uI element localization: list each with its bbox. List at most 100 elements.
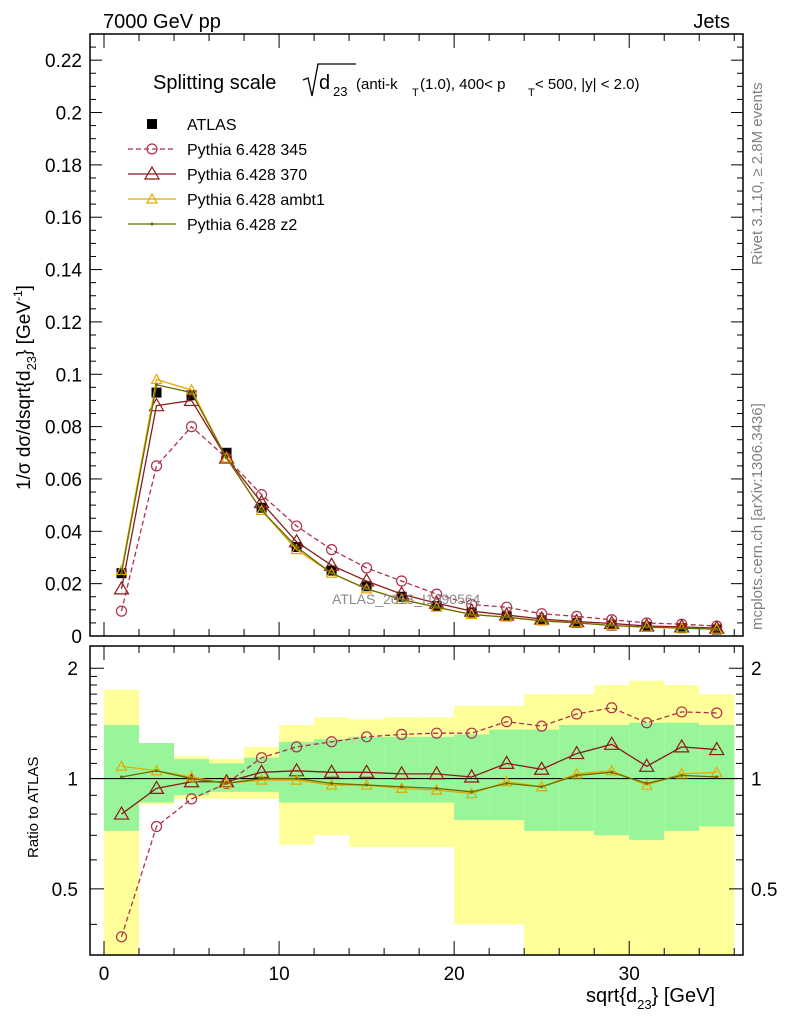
ratio-point-ambt1 [500,775,513,787]
svg-text:T: T [412,87,419,99]
ratio-ylabel: Ratio to ATLAS [25,757,42,858]
main-point-p345 [290,520,303,532]
main-y-tick-label: 0.14 [45,261,82,282]
ratio-line-z2 [121,770,717,793]
ratio-band-inner [489,729,525,821]
ratio-point-ambt1 [395,782,408,794]
main-point-p370 [603,615,620,630]
ratio-point-p370 [218,773,235,788]
ratio-point-p370 [463,768,480,783]
ylabel-end: } [GeV [14,301,35,356]
main-point-p345 [431,588,443,600]
ratio-point-ambt1 [605,764,618,776]
main-y-tick-label: 0.16 [45,208,82,229]
mcplots-label: mcplots.cern.ch [arXiv:1306.3436] [749,403,766,630]
xlabel-sub: 23 [637,997,651,1012]
ratio-band-inner [384,736,420,803]
main-point-p370 [323,557,340,571]
main-point-p370 [113,580,130,595]
main-y-tick-label: 0 [71,627,82,648]
ratio-band-inner [419,736,455,803]
energy-label: 7000 GeV pp [103,11,221,33]
svg-text:d: d [319,72,330,94]
ratio-point-ambt1 [465,787,478,799]
ratio-point-ambt1 [115,760,128,771]
ratio-point-ambt1 [325,778,338,790]
ratio-point-p370 [393,765,410,780]
main-point-z2 [365,587,369,591]
ratio-point-p345 [115,931,128,943]
main-point-ambt1 [325,566,338,578]
ratio-point-z2 [645,781,649,785]
ratio-point-p370 [358,764,375,778]
process-label: Jets [693,11,730,33]
ratio-point-z2 [365,783,369,787]
main-point-z2 [680,626,684,630]
ratio-point-p370 [673,738,690,753]
ratio-point-p370 [113,805,130,820]
ratio-point-p370 [603,736,620,750]
ratio-point-ambt1 [430,783,443,795]
ratio-point-ambt1 [640,778,653,790]
main-point-z2 [610,624,614,628]
main-point-z2 [400,597,404,601]
ratio-point-ambt1 [570,767,583,779]
title-main: Splitting scale [153,72,276,94]
legend: ATLAS Pythia 6.428 345 Pythia 6.428 370 Pyt… [128,117,325,234]
ratio-point-z2 [225,781,229,785]
ratio-point-p345 [150,820,163,833]
main-y-tick-label: 0.02 [45,575,82,596]
xlabel: sqrt{d23} [GeV] [586,985,715,1012]
main-point-z2 [330,571,334,575]
ratio-point-z2 [120,775,124,779]
title-cuts-b: (1.0), 400< p [420,76,505,93]
main-frame [89,33,744,637]
ratio-point-p345 [255,752,268,764]
legend-marker-z2 [150,222,154,226]
legend-marker-p345 [146,143,158,155]
svg-text:sqrt{d23} [GeV]: sqrt{d23} [GeV] [586,985,715,1012]
ratio-band-inner [314,739,350,803]
main-point-ambt1 [255,504,268,515]
main-point-p345 [150,460,163,472]
legend-label-p345: Pythia 6.428 345 [187,142,307,159]
main-point-z2 [575,621,579,625]
watermark: ATLAS_2013_I1090564 [332,591,481,607]
main-point-z2 [715,627,719,631]
ratio-point-p370 [428,765,445,780]
xlabel-end: } [GeV] [652,985,715,1007]
main-point-z2 [505,615,509,619]
legend-marker-p370 [143,165,161,180]
svg-text:Splitting scale: Splitting scale [153,72,276,94]
ratio-y-tick-label: 1 [67,770,78,791]
main-point-z2 [155,383,159,387]
ratio-point-z2 [330,781,334,785]
ratio-point-ambt1 [185,770,198,782]
ratio-point-ambt1 [150,764,163,776]
main-y-tick-label: 0.22 [45,51,82,72]
main-point-p345 [325,544,338,556]
ratio-point-p370 [323,764,340,778]
main-point-z2 [435,605,439,609]
ratio-point-p345 [431,727,443,739]
main-point-z2 [260,508,264,512]
main-y-tick-label: 0.2 [56,104,82,125]
ratio-point-ambt1 [255,773,268,785]
ratio-y-tick-label-right: 1 [751,770,762,791]
ratio-band-inner [349,736,385,803]
main-y-tick-label: 0.12 [45,313,82,334]
ratio-point-p370 [148,780,165,795]
main-point-atlas [151,387,162,398]
main-point-p370 [498,606,515,621]
ratio-point-z2 [260,777,264,781]
ratio-point-p345 [290,741,303,753]
ratio-point-z2 [575,773,579,777]
chart-title: Splitting scale d 23 (anti-k T (1.0), 40… [153,63,640,99]
ratio-frame [89,645,744,956]
xlabel-text: sqrt{d [586,985,637,1007]
ylabel-text: 1/σ dσ/dsqrt{d [14,370,35,490]
svg-text:(anti-k: (anti-k [356,76,398,93]
ratio-point-p370 [638,758,655,772]
ratio-point-p345 [536,720,548,732]
